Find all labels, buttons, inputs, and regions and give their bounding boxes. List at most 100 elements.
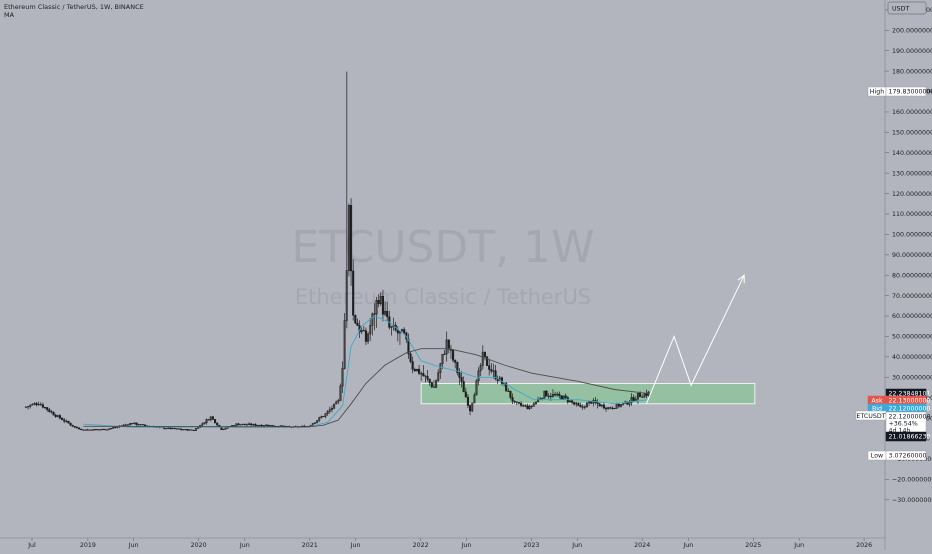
candle-body xyxy=(397,330,399,333)
candle-body xyxy=(267,425,269,426)
y-tick-label: 70.00000000 xyxy=(892,293,932,300)
currency-button[interactable]: USDT xyxy=(888,2,926,14)
candle-body xyxy=(599,404,601,406)
last-value: 22.12000000 xyxy=(889,414,931,421)
low-tag-value: 3.07260000 xyxy=(889,453,927,460)
candle-body xyxy=(170,428,172,429)
candle-body xyxy=(89,430,91,431)
candle-body xyxy=(488,366,490,370)
candle-body xyxy=(452,350,454,360)
candle-body xyxy=(78,428,80,429)
indicator-label[interactable]: MA xyxy=(4,11,14,19)
candle-body xyxy=(425,376,427,377)
candle-body xyxy=(527,406,529,409)
candle-body xyxy=(250,424,252,425)
candle-body xyxy=(610,408,612,409)
candle-body xyxy=(614,408,616,409)
candle-body xyxy=(571,401,573,403)
candle-body xyxy=(136,423,138,425)
candle-body xyxy=(76,427,78,428)
x-tick-label: Jun xyxy=(682,542,693,549)
candle-body xyxy=(584,407,586,408)
currency-button-label[interactable]: USDT xyxy=(892,6,909,13)
candle-body xyxy=(174,428,176,429)
candle-body xyxy=(414,369,416,371)
candle-body xyxy=(51,412,53,413)
candle-body xyxy=(382,296,384,314)
candle-body xyxy=(187,429,189,430)
candle-body xyxy=(454,360,456,362)
y-tick-label: 120.00000000 xyxy=(892,191,932,198)
candle-body xyxy=(144,425,146,426)
lower-tag-value: 21.01866238 xyxy=(889,434,931,441)
y-tick-label: 50.00000000 xyxy=(892,334,932,341)
candle-body xyxy=(91,430,93,431)
candle-body xyxy=(40,404,42,405)
y-tick-label: 180.00000000 xyxy=(892,68,932,75)
x-tick-label: Jun xyxy=(571,542,582,549)
y-tick-label: 60.00000000 xyxy=(892,313,932,320)
y-tick-label: 140.00000000 xyxy=(892,150,932,157)
candle-body xyxy=(72,425,74,426)
candle-body xyxy=(165,428,167,429)
candle-body xyxy=(142,424,144,425)
candle-body xyxy=(431,383,433,387)
candle-body xyxy=(578,403,580,405)
candle-body xyxy=(461,377,463,381)
y-tick-label: 160.00000000 xyxy=(892,109,932,116)
y-tick-label: −20.00000000 xyxy=(892,477,932,484)
candle-body xyxy=(193,430,195,431)
candle-body xyxy=(467,397,469,405)
x-tick-label: 2025 xyxy=(745,542,761,549)
last-label: ETCUSDT xyxy=(856,413,885,420)
chart-title: Ethereum Classic / TetherUS, 1W, BINANCE xyxy=(4,3,144,11)
candle-body xyxy=(261,425,263,426)
candle-body xyxy=(59,415,61,418)
x-tick-label: 2023 xyxy=(523,542,539,549)
candle-body xyxy=(639,393,641,397)
candle-body xyxy=(178,429,180,430)
candle-body xyxy=(582,407,584,408)
x-tick-label: 2019 xyxy=(80,542,96,549)
candle-body xyxy=(350,205,352,271)
y-tick-label: 130.00000000 xyxy=(892,170,932,177)
candle-body xyxy=(641,397,643,398)
candle-body xyxy=(246,425,248,426)
candle-body xyxy=(233,425,235,426)
candle-body xyxy=(522,406,524,407)
candle-body xyxy=(95,429,97,430)
candle-body xyxy=(386,311,388,317)
candle-body xyxy=(512,397,514,401)
candle-body xyxy=(403,329,405,332)
x-tick-label: 2020 xyxy=(191,542,207,549)
high-tag-label: High xyxy=(870,89,884,96)
x-tick-label: 2021 xyxy=(302,542,318,549)
candle-body xyxy=(484,352,486,357)
y-tick-label: 190.00000000 xyxy=(892,48,932,55)
candle-body xyxy=(61,418,63,420)
candle-body xyxy=(580,405,582,406)
candle-body xyxy=(131,423,133,424)
candle-body xyxy=(216,423,218,425)
candle-body xyxy=(357,323,359,326)
candle-body xyxy=(244,424,246,425)
ask-tag-value: 22.13000000 xyxy=(889,398,931,405)
candle-body xyxy=(546,391,548,396)
candle-body xyxy=(597,403,599,404)
candle-body xyxy=(633,397,635,400)
candle-body xyxy=(74,426,76,427)
candle-body xyxy=(85,430,87,431)
candle-body xyxy=(214,419,216,423)
candle-body xyxy=(255,424,257,425)
candle-body xyxy=(525,406,527,407)
candle-body xyxy=(465,392,467,397)
x-tick-label: 2022 xyxy=(413,542,429,549)
candle-body xyxy=(423,373,425,375)
candle-body xyxy=(433,387,435,388)
candle-body xyxy=(518,402,520,403)
